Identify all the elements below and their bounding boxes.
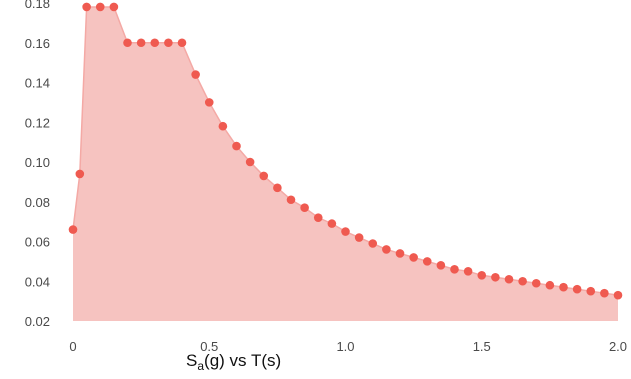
data-point	[368, 239, 378, 248]
data-point	[600, 288, 609, 298]
data-point	[518, 276, 527, 286]
data-point	[395, 249, 405, 258]
data-point	[545, 280, 555, 290]
x-tick-label: 0	[69, 339, 76, 354]
data-point	[68, 225, 78, 234]
data-point	[109, 2, 119, 12]
x-tick-label: 2.0	[609, 339, 627, 354]
data-point	[95, 2, 105, 12]
data-point	[422, 257, 432, 266]
data-point	[300, 203, 309, 213]
y-tick-label: 0.02	[25, 314, 50, 329]
data-point	[341, 227, 350, 236]
data-point	[232, 141, 241, 151]
data-point	[259, 171, 269, 181]
data-point	[477, 270, 487, 280]
data-point	[204, 98, 214, 107]
data-point	[245, 157, 255, 167]
y-tick-label: 0.08	[25, 195, 50, 210]
data-point	[191, 70, 200, 79]
data-point	[150, 38, 160, 48]
data-point	[572, 284, 582, 294]
data-point	[504, 274, 514, 284]
axis-caption: Sa(g) vs T(s)	[186, 351, 281, 373]
data-point	[136, 38, 146, 48]
data-point	[436, 261, 446, 270]
x-tick-label: 1.5	[473, 339, 491, 354]
data-point	[463, 267, 473, 276]
data-point	[382, 245, 391, 254]
x-axis-tick-labels: 0 0.5 1.0 1.5 2.0	[69, 339, 627, 354]
data-point	[450, 265, 459, 274]
caption-prefix: S	[186, 351, 197, 370]
x-tick-label: 1.0	[336, 339, 354, 354]
data-point	[354, 233, 364, 242]
data-point	[123, 38, 132, 48]
data-point	[313, 213, 323, 222]
data-point	[218, 121, 228, 131]
data-points	[68, 2, 623, 300]
data-point	[586, 286, 596, 296]
data-point	[82, 2, 91, 12]
y-tick-label: 0.16	[25, 36, 50, 51]
y-tick-label: 0.06	[25, 235, 50, 250]
spectrum-fill	[73, 6, 618, 321]
data-point	[286, 195, 296, 205]
data-point	[559, 282, 568, 292]
data-point	[177, 38, 187, 48]
x-tick-label: 0.5	[200, 339, 218, 354]
y-tick-label: 0.12	[25, 115, 50, 130]
caption-suffix: (g) vs T(s)	[204, 351, 281, 370]
data-point	[164, 38, 173, 48]
y-tick-label: 0.04	[25, 274, 50, 289]
y-tick-label: 0.18	[25, 0, 50, 11]
data-point	[531, 278, 541, 288]
data-point	[409, 253, 418, 262]
data-point	[273, 183, 282, 193]
data-point	[75, 169, 85, 179]
y-tick-label: 0.10	[25, 155, 50, 170]
data-point	[613, 290, 623, 300]
data-point	[491, 272, 500, 282]
y-tick-label: 0.14	[25, 76, 50, 91]
caption-subscript: a	[197, 359, 204, 373]
y-axis-tick-labels: 0.02 0.04 0.06 0.08 0.10 0.12 0.14 0.16 0.18	[25, 0, 50, 329]
data-point	[327, 219, 337, 228]
spectrum-area	[72, 6, 619, 321]
